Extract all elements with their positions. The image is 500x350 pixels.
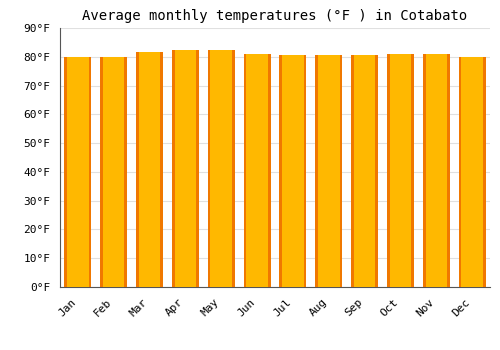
- Bar: [423, 54, 450, 287]
- Bar: [64, 57, 92, 287]
- Bar: [316, 55, 342, 287]
- Bar: [376, 55, 378, 287]
- Bar: [208, 50, 234, 287]
- Bar: [280, 55, 306, 287]
- Bar: [100, 57, 103, 287]
- Bar: [304, 55, 306, 287]
- Bar: [351, 55, 354, 287]
- Bar: [64, 57, 67, 287]
- Bar: [136, 52, 139, 287]
- Bar: [124, 57, 127, 287]
- Bar: [136, 52, 163, 287]
- Bar: [316, 55, 318, 287]
- Title: Average monthly temperatures (°F ) in Cotabato: Average monthly temperatures (°F ) in Co…: [82, 9, 468, 23]
- Bar: [351, 55, 378, 287]
- Bar: [196, 50, 199, 287]
- Bar: [447, 54, 450, 287]
- Bar: [232, 50, 234, 287]
- Bar: [411, 54, 414, 287]
- Bar: [340, 55, 342, 287]
- Bar: [88, 57, 92, 287]
- Bar: [160, 52, 163, 287]
- Bar: [423, 54, 426, 287]
- Bar: [244, 54, 246, 287]
- Bar: [100, 57, 127, 287]
- Bar: [244, 54, 270, 287]
- Bar: [387, 54, 390, 287]
- Bar: [458, 57, 462, 287]
- Bar: [387, 54, 414, 287]
- Bar: [268, 54, 270, 287]
- Bar: [280, 55, 282, 287]
- Bar: [458, 57, 485, 287]
- Bar: [208, 50, 210, 287]
- Bar: [172, 50, 199, 287]
- Bar: [483, 57, 486, 287]
- Bar: [172, 50, 174, 287]
